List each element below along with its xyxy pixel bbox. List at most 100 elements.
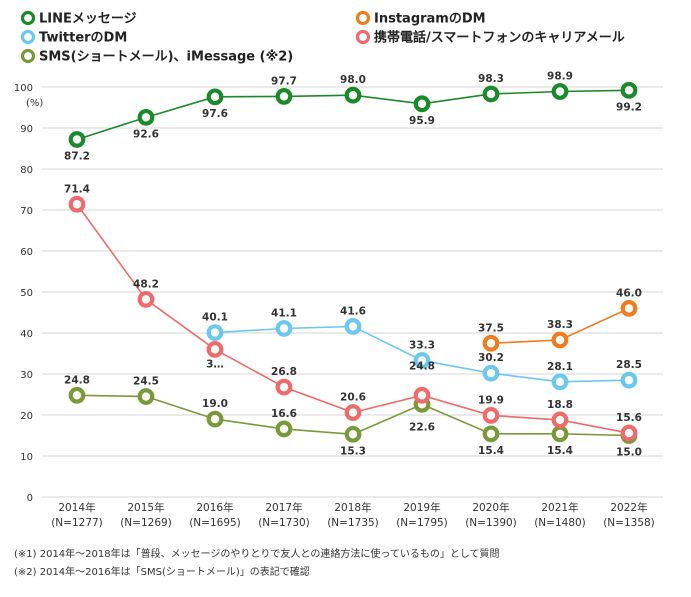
series-lines: [76, 89, 630, 437]
x-tick-year: 2019年: [403, 501, 440, 514]
y-tick-label: 0: [27, 493, 33, 504]
x-tick-year: 2022年: [610, 501, 647, 514]
data-point: [206, 88, 224, 106]
data-point: [344, 425, 362, 443]
x-tick-n: (N=1358): [603, 517, 655, 529]
data-label: 38.3: [547, 319, 573, 331]
data-point: [275, 420, 293, 438]
legend-label: SMS(ショートメール)、iMessage (※2): [39, 50, 293, 65]
y-tick-label: 70: [20, 206, 33, 217]
data-point: [137, 108, 155, 126]
data-point: [482, 407, 500, 424]
data-point: [275, 88, 293, 105]
data-label: 33.3: [409, 339, 435, 351]
legend-item: 携帯電話/スマートフォンのキャリアメール: [355, 30, 625, 46]
data-label: 24.8: [64, 374, 90, 386]
data-point: [68, 195, 86, 213]
x-tick-year: 2017年: [265, 501, 302, 514]
data-label: 97.7: [271, 75, 297, 87]
data-label: 28.5: [616, 359, 642, 371]
data-label: 87.2: [64, 150, 90, 162]
data-label: 19.0: [202, 398, 228, 410]
x-tick-year: 2020年: [472, 501, 509, 514]
data-point: [482, 425, 500, 443]
data-label: 24.8: [409, 360, 435, 372]
data-label: 15.6: [616, 412, 642, 424]
y-tick-label: 80: [20, 165, 33, 176]
data-point: [551, 331, 569, 349]
data-labels: 87.2 92.6 97.6 97.7 98.0 95.9 98.3 98.9 99.2 37.5…: [64, 71, 642, 459]
y-axis-unit: (%): [26, 98, 43, 109]
data-point: [413, 95, 431, 113]
x-tick-n: (N=1277): [51, 517, 103, 529]
x-tick-n: (N=1269): [120, 517, 172, 529]
data-point: [206, 324, 224, 341]
data-label: 41.1: [271, 307, 297, 319]
x-tick-n: (N=1730): [258, 517, 310, 529]
x-tick-n: (N=1480): [534, 517, 586, 529]
y-axis: 0 10 20 30 40 50 60 70 80 90 100: [14, 83, 33, 504]
data-label: 97.6: [202, 108, 228, 120]
y-tick-label: 90: [20, 124, 33, 135]
data-label: 20.6: [340, 392, 366, 404]
y-tick-label: 10: [20, 452, 33, 463]
x-axis: 2014年 (N=1277) 2015年 (N=1269) 2016年 (N=1695) 2…: [51, 501, 655, 529]
data-point: [620, 371, 638, 389]
legend-label: LINEメッセージ: [39, 12, 137, 27]
y-tick-label: 20: [20, 411, 33, 422]
data-label: 48.2: [133, 278, 159, 290]
x-tick-n: (N=1795): [396, 517, 448, 529]
data-point: [551, 411, 569, 429]
data-point: [551, 373, 569, 391]
legend-label: InstagramのDM: [374, 12, 486, 27]
data-label: 92.6: [133, 128, 159, 140]
data-label: 98.9: [547, 71, 573, 83]
legend-marker: [20, 29, 36, 45]
data-label: 71.4: [64, 183, 90, 195]
data-point: [482, 85, 500, 103]
series-points: [68, 81, 638, 444]
data-label: 40.1: [202, 312, 228, 324]
x-tick-year: 2021年: [541, 501, 578, 514]
data-point: [344, 86, 362, 104]
data-point: [620, 300, 638, 317]
x-tick-year: 2016年: [196, 501, 233, 514]
data-label: 15.3: [340, 445, 366, 457]
data-label: 46.0: [616, 287, 642, 299]
x-tick-n: (N=1735): [327, 517, 379, 529]
data-label: 37.5: [478, 322, 504, 334]
legend-item: TwitterのDM: [20, 29, 127, 46]
legend-label: 携帯電話/スマートフォンのキャリアメール: [374, 30, 625, 46]
data-point: [413, 352, 431, 369]
legend-item: SMS(ショートメール)、iMessage (※2): [20, 48, 293, 65]
data-point: [482, 364, 500, 382]
y-tick-label: 100: [14, 83, 33, 94]
data-label: 24.5: [133, 376, 159, 388]
legend-marker: [355, 10, 371, 26]
data-label: 18.8: [547, 399, 573, 411]
footnotes: (※1) 2014年～2018年は「普段、メッセージのやりとりで友人との連絡方法…: [14, 547, 500, 578]
data-label: 19.9: [478, 394, 504, 406]
x-tick-year: 2018年: [334, 501, 371, 514]
data-label: 15.4: [478, 445, 504, 457]
y-tick-label: 60: [20, 247, 33, 258]
data-point: [620, 424, 638, 442]
data-point: [275, 320, 293, 337]
data-label: 26.8: [271, 366, 297, 378]
y-tick-label: 50: [20, 288, 33, 299]
data-point: [620, 81, 638, 99]
data-label: 41.6: [340, 305, 366, 317]
data-point: [206, 341, 224, 358]
data-label: 95.9: [409, 115, 435, 127]
data-point: [482, 334, 500, 352]
data-label: 98.0: [340, 74, 366, 86]
data-point: [551, 425, 569, 443]
legend-marker: [20, 10, 36, 26]
legend-item: LINEメッセージ: [20, 10, 137, 27]
data-point: [137, 388, 155, 405]
data-point: [68, 131, 86, 148]
data-label: 99.2: [616, 101, 642, 113]
data-point: [551, 83, 569, 100]
x-tick-year: 2014年: [58, 501, 95, 514]
